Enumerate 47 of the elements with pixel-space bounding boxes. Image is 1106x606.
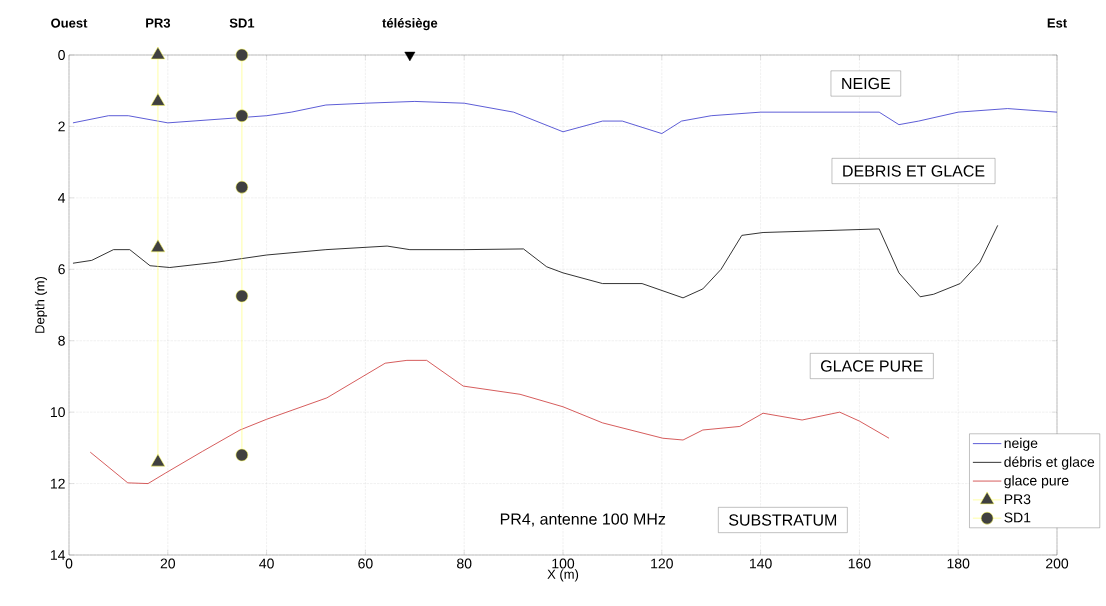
text: PR3 xyxy=(146,18,171,28)
x-tick-label: 140 xyxy=(749,558,772,569)
y-tick-label: 8 xyxy=(58,335,65,346)
text: Ouest xyxy=(51,18,88,28)
legend-label: SD1 xyxy=(1004,512,1031,523)
x-tick-label: 120 xyxy=(651,558,673,569)
x-tick-label: 100 xyxy=(552,558,575,569)
y-tick-label: 0 xyxy=(58,50,65,60)
y-axis-title: Depth (m) xyxy=(34,276,48,333)
line-series xyxy=(72,224,999,299)
text: télésiège xyxy=(382,17,438,31)
y-tick-label: 14 xyxy=(50,550,66,560)
annotation: GLACE PURE xyxy=(821,360,923,372)
point xyxy=(150,453,166,467)
point xyxy=(235,180,249,194)
point xyxy=(150,93,166,106)
point xyxy=(150,46,166,60)
x-tick-label: 20 xyxy=(160,558,176,569)
y-tick-label: 6 xyxy=(58,264,65,275)
text: SD1 xyxy=(229,18,255,28)
annotation: PR4, antenne 100 MHz xyxy=(500,513,666,527)
x-tick-label: 200 xyxy=(1046,558,1069,569)
point xyxy=(235,109,249,123)
annotation: SUBSTRATUM xyxy=(729,514,837,526)
annotation: NEIGE xyxy=(842,77,891,90)
x-tick-label: 160 xyxy=(848,558,871,569)
point xyxy=(404,51,416,62)
text: Est xyxy=(1047,18,1067,28)
legend-label: glace pure xyxy=(1004,475,1069,489)
x-tick-label: 60 xyxy=(358,558,373,569)
x-tick-label: 80 xyxy=(457,558,472,569)
point xyxy=(235,48,249,62)
x-axis-title: X (m) xyxy=(547,569,579,582)
point xyxy=(150,239,166,253)
point xyxy=(235,448,249,462)
point xyxy=(235,289,249,303)
legend-label: PR3 xyxy=(1004,494,1031,505)
y-tick-label: 12 xyxy=(50,478,65,489)
y-tick-label: 2 xyxy=(58,121,65,132)
x-tick-label: 40 xyxy=(259,558,274,569)
x-tick-label: 0 xyxy=(65,558,73,569)
legend-label: neige xyxy=(1004,437,1038,451)
legend-label: débris et glace xyxy=(1004,456,1095,470)
y-tick-label: 4 xyxy=(58,193,66,203)
annotation: DEBRIS ET GLACE xyxy=(843,165,985,177)
y-tick-label: 10 xyxy=(50,407,65,418)
x-tick-label: 180 xyxy=(947,558,970,569)
